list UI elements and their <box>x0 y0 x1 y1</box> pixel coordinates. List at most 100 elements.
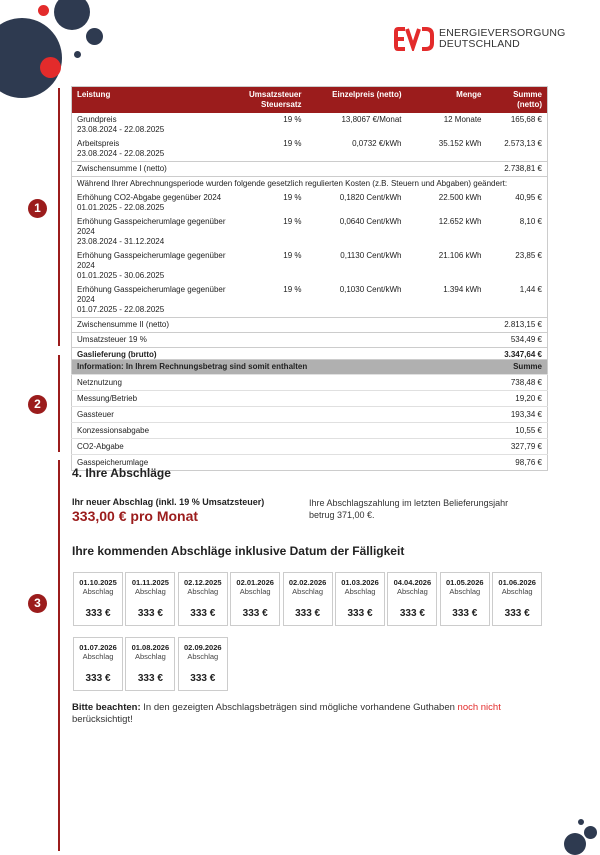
installment-label: Abschlag <box>344 587 376 596</box>
cell-tax: 19 % <box>283 193 302 202</box>
info-label: Messung/Betrieb <box>71 390 478 407</box>
col-info: Information: In Ihrem Rechnungsbetrag si… <box>71 359 478 375</box>
summary-row: Umsatzsteuer 19 % 534,49 € <box>71 332 548 348</box>
section-marker-3: 3 <box>28 594 47 613</box>
summary-sum: 534,49 € <box>486 332 548 348</box>
cell-leistung: Erhöhung Gasspeicherumlage gegenüber 202… <box>72 283 237 318</box>
summary-sum: 2.738,81 € <box>486 161 548 177</box>
installment-date: 01.08.2026 <box>131 643 170 652</box>
table-row: Arbeitspreis 23.08.2024 - 22.08.2025 19 % 0… <box>72 137 548 162</box>
notice-row: Während Ihrer Abrechnungsperiode wurden … <box>71 176 548 191</box>
previous-installment-text: Ihre Abschlagszahlung im letzten Beliefe… <box>309 498 509 520</box>
installment-date: 04.04.2026 <box>393 578 432 587</box>
cell-price: 0,1820 Cent/kWh <box>339 193 402 202</box>
table-row: Grundpreis 23.08.2024 - 22.08.2025 19 % 13,… <box>72 113 548 137</box>
cell-sum: 1,44 € <box>519 285 542 294</box>
cell-tax: 19 % <box>283 217 302 226</box>
summary-row: Gaslieferung (brutto) 3.347,64 € <box>71 347 548 363</box>
decor-circle <box>584 826 597 839</box>
installment-label: Abschlag <box>82 587 114 596</box>
decor-circle <box>54 0 90 30</box>
col-sum: Summe <box>477 359 548 375</box>
installment-card: 02.09.2026 Abschlag 333 € <box>177 637 228 691</box>
info-sum: 193,34 € <box>477 406 548 423</box>
item-label: Erhöhung Gasspeicherumlage gegenüber 202… <box>77 251 226 270</box>
installment-label: Abschlag <box>134 587 166 596</box>
col-leistung: Leistung <box>71 86 237 113</box>
installment-date: 02.09.2026 <box>184 643 222 652</box>
table-row: Erhöhung Gasspeicherumlage gegenüber 202… <box>72 249 548 283</box>
table-row: Gasspeicherumlage 98,76 € <box>71 454 548 471</box>
cell-qty: 1.394 kWh <box>443 285 482 294</box>
note-text: In den gezeigten Abschlagsbeträgen sind … <box>140 702 458 713</box>
installment-card: 01.06.2026 Abschlag 333 € <box>492 572 543 626</box>
decor-circle <box>38 5 49 16</box>
summary-label: Gaslieferung (brutto) <box>71 347 487 363</box>
note-bold: Bitte beachten: <box>72 702 141 713</box>
cell-sum: 40,95 € <box>515 193 542 202</box>
item-period: 23.08.2024 - 22.08.2025 <box>77 149 165 158</box>
section-line <box>58 88 60 346</box>
table-row: Erhöhung Gasspeicherumlage gegenüber 202… <box>72 215 548 249</box>
installment-amount: 333 € <box>399 608 425 619</box>
evd-logo-icon <box>394 27 434 51</box>
item-period: 23.08.2024 - 22.08.2025 <box>77 125 165 134</box>
note-end: berücksichtigt! <box>72 714 133 725</box>
summary-label: Umsatzsteuer 19 % <box>71 332 487 348</box>
installment-card: 04.04.2026 Abschlag 333 € <box>387 572 438 626</box>
installment-card: 01.05.2026 Abschlag 333 € <box>439 572 490 626</box>
installment-amount: 333 € <box>295 608 321 619</box>
cell-leistung: Arbeitspreis 23.08.2024 - 22.08.2025 <box>72 137 237 162</box>
info-label: Gassteuer <box>71 406 478 423</box>
section-line <box>58 460 60 851</box>
installment-card: 02.01.2026 Abschlag 333 € <box>230 572 281 626</box>
section-marker-1: 1 <box>28 199 47 218</box>
table-header: Leistung Umsatzsteuer Steuersatz Einzelp… <box>71 86 548 113</box>
decor-circle <box>564 833 586 855</box>
summary-label: Zwischensumme II (netto) <box>71 317 487 333</box>
brand-line1: ENERGIEVERSORGUNG <box>439 27 566 39</box>
notice-text: Während Ihrer Abrechnungsperiode wurden … <box>71 176 548 191</box>
installment-label: Abschlag <box>501 587 533 596</box>
info-sum: 738,48 € <box>477 374 548 391</box>
section-line <box>58 355 60 452</box>
installment-date: 01.07.2026 <box>79 643 117 652</box>
item-period: 01.01.2025 - 30.06.2025 <box>77 271 165 280</box>
installment-card: 02.02.2026 Abschlag 333 € <box>282 572 333 626</box>
cell-qty: 12.652 kWh <box>438 217 482 226</box>
cell-price: 13,8067 €/Monat <box>341 115 402 124</box>
table-row: Gassteuer 193,34 € <box>71 406 548 423</box>
decor-circle <box>86 28 103 45</box>
installment-card: 01.07.2026 Abschlag 333 € <box>73 637 123 691</box>
installment-amount: 333 € <box>137 608 163 619</box>
decor-circle <box>40 57 61 78</box>
cell-tax: 19 % <box>283 251 302 260</box>
installment-date: 01.06.2026 <box>498 578 536 587</box>
info-sum: 19,20 € <box>477 390 548 407</box>
new-installment-label: Ihr neuer Abschlag (inkl. 19 % Umsatzste… <box>72 497 265 507</box>
cell-qty: 21.106 kWh <box>438 251 482 260</box>
new-installment-amount: 333,00 € pro Monat <box>72 508 199 524</box>
section-title: 4. Ihre Abschläge <box>72 466 171 480</box>
cell-sum: 165,68 € <box>510 115 542 124</box>
note: Bitte beachten: In den gezeigten Abschla… <box>72 702 542 726</box>
installment-amount: 333 € <box>137 673 163 684</box>
table-row: Konzessionsabgabe 10,55 € <box>71 422 548 439</box>
installment-date: 02.02.2026 <box>288 578 327 587</box>
col-price: Einzelpreis (netto) <box>306 86 407 113</box>
info-label: Netznutzung <box>71 374 478 391</box>
item-label: Erhöhung Gasspeicherumlage gegenüber 202… <box>77 217 226 236</box>
info-sum: 98,76 € <box>477 454 548 471</box>
cell-sum: 2.573,13 € <box>504 139 542 148</box>
cell-leistung: Erhöhung Gasspeicherumlage gegenüber 202… <box>72 249 237 283</box>
cell-qty: 22.500 kWh <box>438 193 482 202</box>
item-period: 01.07.2025 - 22.08.2025 <box>77 305 165 314</box>
installment-date: 01.03.2026 <box>341 578 379 587</box>
info-sum: 10,55 € <box>477 422 548 439</box>
installment-amount: 333 € <box>504 608 530 619</box>
installment-label: Abschlag <box>187 652 219 661</box>
item-label: Arbeitspreis <box>77 139 120 148</box>
cell-price: 0,1130 Cent/kWh <box>340 251 402 260</box>
installment-label: Abschlag <box>396 587 428 596</box>
installment-card: 02.12.2025 Abschlag 333 € <box>177 572 228 626</box>
